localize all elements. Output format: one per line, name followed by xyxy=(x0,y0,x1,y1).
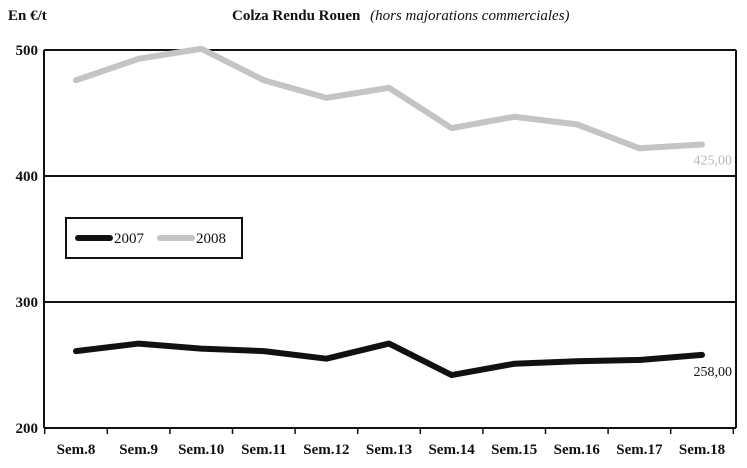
chart-title: Colza Rendu Rouen xyxy=(232,8,361,24)
x-tick-label-sem11: Sem.11 xyxy=(241,442,286,458)
x-tick-label-sem14: Sem.14 xyxy=(428,442,475,458)
series-line-2008 xyxy=(73,45,705,152)
end-value-label-2007: 258,00 xyxy=(694,365,733,380)
x-tick-label-sem9: Sem.9 xyxy=(119,442,158,458)
y-axis-unit-label: En €/t xyxy=(8,8,47,24)
x-tick-label-sem10: Sem.10 xyxy=(178,442,224,458)
y-tick-label-400: 400 xyxy=(16,169,39,185)
x-tick-label-sem15: Sem.15 xyxy=(491,442,537,458)
x-tick-label-sem13: Sem.13 xyxy=(366,442,412,458)
legend-label-2007: 2007 xyxy=(114,231,145,247)
end-value-label-2008: 425,00 xyxy=(694,154,733,169)
x-tick-label-sem18: Sem.18 xyxy=(679,442,725,458)
x-tick-label-sem16: Sem.16 xyxy=(554,442,601,458)
chart-subtitle: (hors majorations commerciales) xyxy=(370,8,570,24)
x-tick-label-sem8: Sem.8 xyxy=(57,442,96,458)
legend-label-2008: 2008 xyxy=(196,231,226,247)
y-tick-label-500: 500 xyxy=(16,43,39,59)
x-tick-label-sem12: Sem.12 xyxy=(303,442,349,458)
x-tick-label-sem17: Sem.17 xyxy=(616,442,663,458)
chart-title-block: Colza Rendu Rouen (hors majorations comm… xyxy=(232,8,570,25)
series-line-2007 xyxy=(73,340,705,379)
y-tick-label-200: 200 xyxy=(16,421,39,437)
y-tick-label-300: 300 xyxy=(16,295,39,311)
